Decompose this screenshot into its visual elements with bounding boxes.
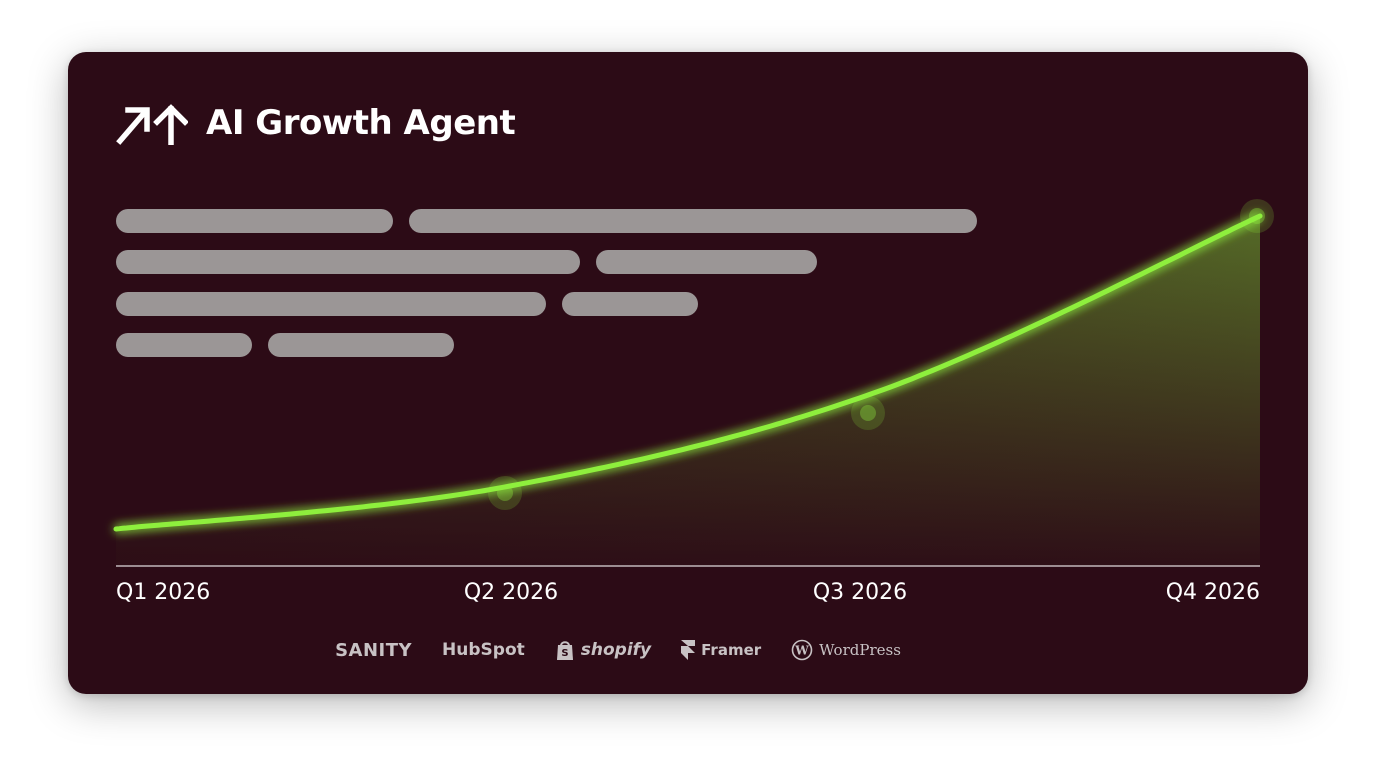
integration-logos: SANITY HubSpot S shopify Framer W WordPr…	[68, 635, 1308, 665]
wordpress-icon: W	[791, 639, 813, 661]
card-header: AI Growth Agent	[116, 100, 516, 146]
series-area-shade	[116, 216, 1260, 566]
data-point-halo	[1240, 199, 1274, 233]
series-line	[113, 213, 1263, 532]
framer-logo: Framer	[681, 640, 761, 660]
sanity-logo: SANITY	[335, 640, 412, 661]
wordpress-logo: W WordPress	[791, 639, 901, 661]
text-placeholder-bar	[562, 292, 698, 316]
logo-label: WordPress	[819, 641, 901, 659]
x-tick-label: Q1 2026	[116, 580, 210, 605]
data-point-halo	[488, 476, 522, 510]
data-point	[1249, 208, 1265, 224]
logo-label: SANITY	[335, 639, 413, 661]
text-placeholder-bar	[268, 333, 454, 357]
text-placeholder-bar	[116, 209, 393, 233]
svg-text:S: S	[561, 648, 568, 659]
shopify-bag-icon: S	[556, 641, 573, 660]
page-title: AI Growth Agent	[206, 103, 516, 143]
shopify-logo: S shopify	[555, 639, 651, 661]
data-point-halo	[851, 396, 885, 430]
text-placeholder-bar	[596, 250, 817, 274]
logo-label: Framer	[701, 641, 762, 659]
arrows-up-icon	[116, 104, 188, 145]
hubspot-logo: HubSpot	[442, 640, 525, 660]
text-placeholder-bar	[116, 250, 580, 274]
text-placeholder-bar	[116, 292, 546, 316]
data-point	[860, 405, 876, 421]
x-tick-label: Q4 2026	[1166, 580, 1260, 605]
growth-card: AI Growth Agent	[68, 52, 1308, 694]
data-point	[497, 485, 513, 501]
logo-label: shopify	[580, 640, 652, 660]
text-placeholder-bar	[409, 209, 977, 233]
growth-chart: Q1 2026 Q2 2026 Q3 2026 Q4 2026	[113, 199, 1274, 605]
framer-icon	[681, 640, 696, 660]
x-tick-label: Q2 2026	[464, 580, 558, 605]
x-tick-label: Q3 2026	[813, 580, 907, 605]
svg-text:W: W	[794, 644, 809, 658]
text-placeholder-bar	[116, 333, 252, 357]
logo-label: HubSpot	[442, 640, 525, 660]
